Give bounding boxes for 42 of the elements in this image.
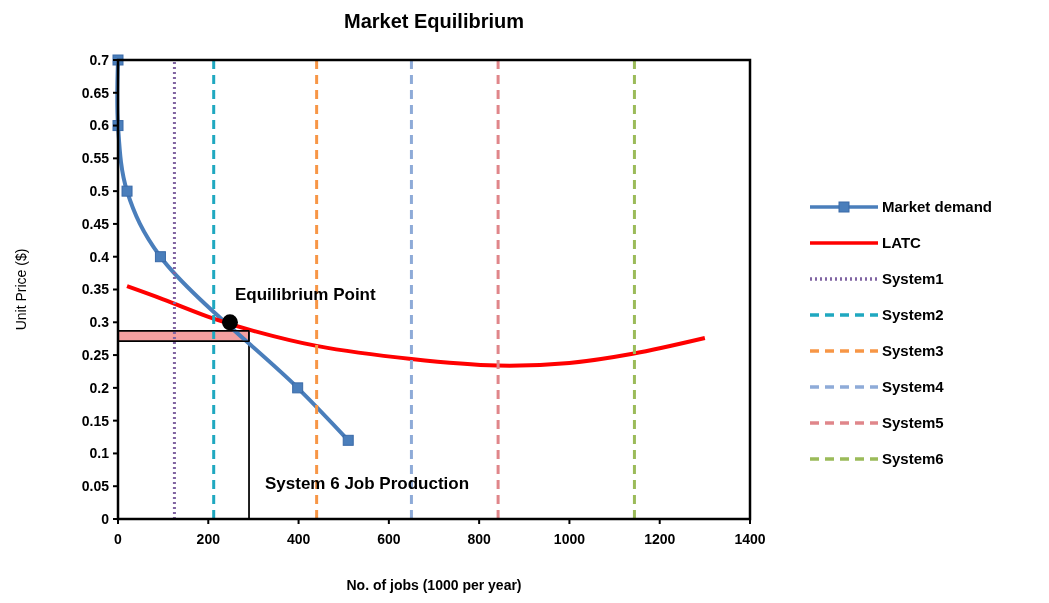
y-tick-label: 0.25: [81, 346, 110, 363]
point: [154, 251, 166, 263]
legend-label: System2: [882, 306, 944, 324]
x-tick-label: 1200: [644, 531, 676, 547]
chart-title: Market Equilibrium: [343, 10, 525, 32]
y-tick-label: 0.6: [89, 117, 110, 134]
x-tick-label: 400: [286, 531, 311, 547]
point: [342, 434, 354, 446]
legend-label: System6: [882, 450, 944, 468]
legend-label: System3: [882, 342, 944, 360]
y-tick-label: 0.05: [81, 478, 110, 495]
x-tick-label: 0: [114, 531, 123, 547]
line-series: [125, 284, 707, 368]
y-tick-label: 0.5: [89, 183, 110, 200]
y-tick-label: 0.4: [89, 248, 110, 265]
y-tick-label: 0.35: [81, 281, 110, 298]
annotation: Equilibrium Point: [234, 285, 377, 305]
x-axis-title: No. of jobs (1000 per year): [346, 577, 522, 593]
y-axis-title: Unit Price ($): [13, 248, 29, 331]
x-tick-label: 600: [377, 531, 401, 547]
y-tick-label: 0.15: [81, 412, 110, 429]
x-tick-label: 1000: [553, 531, 586, 547]
legend-label: Market demand: [882, 198, 993, 216]
point: [121, 185, 133, 197]
legend-label: System5: [882, 414, 944, 432]
x-tick-label: 200: [196, 531, 221, 547]
y-tick-label: 0.7: [89, 51, 110, 68]
legend-label: System1: [882, 270, 944, 288]
legend-label: LATC: [882, 234, 922, 252]
legend-label: System4: [882, 378, 945, 396]
point: [221, 314, 238, 331]
y-tick-label: 0.45: [81, 215, 110, 232]
y-tick-label: 0.1: [89, 445, 110, 462]
x-tick-label: 800: [467, 531, 492, 547]
x-tick-label: 1400: [734, 531, 766, 547]
y-tick-label: 0.3: [89, 314, 110, 331]
y-tick-label: 0.55: [81, 150, 110, 167]
y-tick-label: 0.65: [81, 84, 110, 101]
y-tick-label: 0: [101, 510, 110, 527]
point: [292, 382, 304, 394]
point: [112, 54, 124, 66]
y-tick-label: 0.2: [89, 379, 110, 396]
